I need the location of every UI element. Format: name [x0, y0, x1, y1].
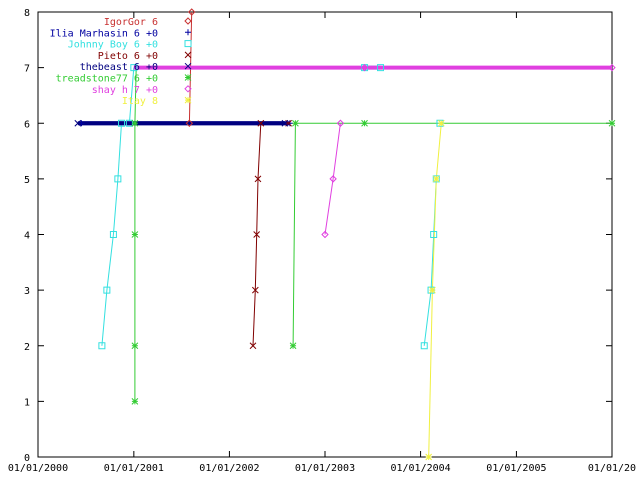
data-point [184, 85, 192, 93]
data-point [131, 119, 139, 127]
data-point [78, 120, 85, 127]
x-tick-label: 01/01/2000 [8, 463, 68, 474]
y-tick-label: 6 [24, 119, 30, 130]
data-point [109, 231, 117, 238]
x-tick-label: 01/01/2001 [104, 463, 164, 474]
data-point [292, 119, 299, 127]
y-tick-label: 4 [24, 231, 30, 242]
legend-label: thebeast 6 +0 [80, 62, 158, 73]
data-point [184, 62, 192, 70]
x-tick-label: 01/01/2002 [199, 463, 259, 474]
data-point [253, 231, 261, 238]
data-point [420, 342, 428, 350]
legend-label: treadstone77 6 +0 [56, 74, 158, 85]
data-point [289, 342, 297, 350]
data-point [254, 175, 262, 183]
data-point [131, 231, 139, 238]
data-point [130, 64, 138, 72]
data-point [131, 398, 139, 405]
axes: 0 1 2 3 4 5 6 7 8 01/01/2000 01/01/2001 01/01/2002 0… [8, 8, 636, 474]
data-point [360, 63, 369, 72]
data-point [184, 17, 192, 25]
data-point [257, 119, 265, 127]
y-tick-label: 1 [24, 397, 30, 408]
data-point [425, 453, 433, 461]
legend-label: IgorGor 6 [104, 17, 158, 28]
data-point [377, 64, 385, 72]
series-markers [74, 8, 616, 461]
y-tick-label: 5 [24, 175, 30, 186]
data-point [329, 175, 337, 183]
series-line [324, 123, 341, 235]
data-point [184, 51, 192, 59]
data-point [118, 119, 126, 127]
y-tick-label: 3 [24, 286, 30, 297]
y-tick-label: 7 [24, 64, 30, 75]
data-point [184, 96, 192, 104]
x-tick-label: 01/01/2003 [295, 463, 355, 474]
legend-label: Ilia Marhasin 6 +0 [50, 28, 158, 39]
data-point [437, 119, 445, 127]
data-point [184, 40, 192, 48]
x-tick-label: 01/01/2005 [486, 463, 546, 474]
data-point [432, 175, 440, 183]
data-point [98, 342, 106, 350]
legend-label: shay h 7 +0 [92, 85, 158, 96]
data-point [281, 119, 289, 127]
y-tick-label: 0 [24, 453, 30, 464]
data-point [74, 119, 82, 127]
data-point [336, 119, 345, 127]
data-point [249, 342, 257, 350]
data-point [608, 119, 616, 127]
data-point [608, 63, 616, 72]
data-point [103, 286, 111, 294]
data-point [321, 230, 329, 239]
data-point [188, 8, 196, 16]
data-point [430, 231, 438, 238]
y-tick-label: 2 [24, 342, 30, 353]
data-point [361, 119, 368, 127]
legend-label: Pieto 6 +0 [98, 51, 158, 62]
series-line [428, 123, 442, 458]
x-tick-label: 01/01/20 [588, 463, 636, 474]
legend-label: Itay 8 [122, 96, 158, 107]
y-tick-label: 8 [24, 8, 30, 19]
data-point [185, 119, 194, 127]
data-point [185, 29, 191, 36]
data-point [251, 286, 259, 294]
data-point [429, 286, 436, 294]
data-point [114, 175, 122, 183]
legend-label: Johnny Boy 6 +0 [68, 40, 158, 51]
x-tick-label: 01/01/2004 [390, 463, 450, 474]
data-point [184, 74, 192, 81]
data-point [131, 342, 139, 350]
